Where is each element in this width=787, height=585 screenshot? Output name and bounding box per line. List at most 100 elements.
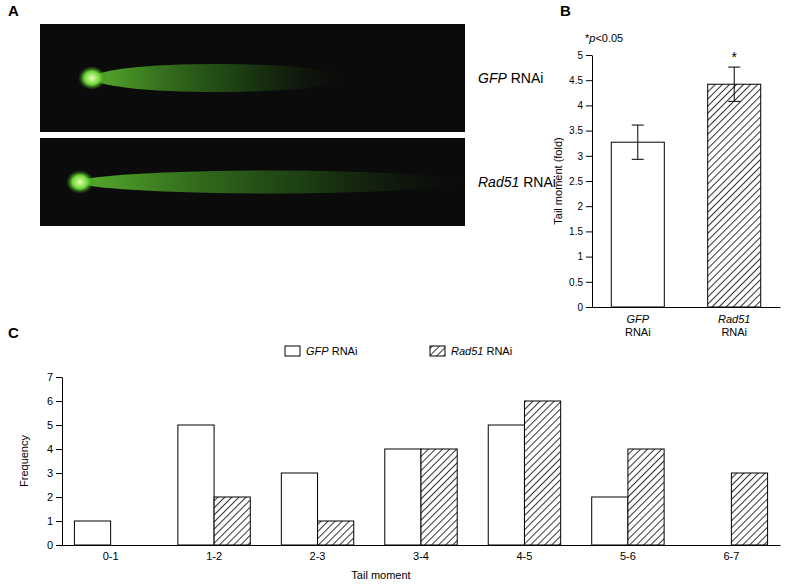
bar (628, 449, 664, 545)
tick: 4.5 (569, 75, 592, 86)
tick-mark (56, 425, 62, 426)
tick-mark (56, 521, 62, 522)
error-bar (632, 125, 644, 159)
tick-mark (586, 55, 592, 56)
tick-label: Rad51RNAi (718, 313, 750, 338)
legend-item: Rad51 RNAi (430, 345, 512, 357)
tick: 2 (577, 201, 592, 212)
tick-label: 2-3 (310, 550, 326, 562)
panel-label: C (8, 324, 19, 341)
tick: 2 (47, 491, 62, 503)
tick-label: 0 (577, 302, 583, 313)
bar (111, 545, 147, 546)
tick-label: 3 (47, 467, 53, 479)
bar (385, 449, 421, 545)
tick-mark (586, 282, 592, 283)
legend-swatch (285, 346, 300, 356)
tick-label: 1 (577, 251, 583, 262)
bar (281, 473, 317, 545)
annotation: *p<0.05 (585, 32, 623, 44)
axis-line (63, 545, 781, 546)
tick-mark (586, 181, 592, 182)
image-caption: Rad51 RNAi (478, 174, 556, 190)
tick-label: 6 (47, 395, 53, 407)
comet-image: Rad51 RNAi (40, 138, 556, 226)
tick-label: 1 (47, 515, 53, 527)
x-axis: GFPRNAi Rad51RNAi (593, 307, 781, 338)
axis-title: Frequency (18, 435, 30, 487)
tick: 7 (47, 371, 62, 383)
tick-mark (56, 497, 62, 498)
tick: 4-5 (517, 545, 533, 562)
tick-label: 4 (577, 100, 583, 111)
tick: 5-6 (620, 545, 636, 562)
tick: 0 (47, 539, 62, 551)
tick-mark (56, 449, 62, 450)
bar (611, 142, 664, 307)
tick-mark (586, 307, 592, 308)
comet-image: GFP RNAi (40, 24, 543, 132)
tick-label: 5 (47, 419, 53, 431)
axis-line (592, 56, 593, 308)
plot-area (74, 401, 767, 545)
tick-label: 0-1 (103, 550, 119, 562)
legend-label: GFP RNAi (306, 345, 357, 357)
tick: 3 (577, 151, 592, 162)
tick: 0-1 (103, 545, 119, 562)
legend: GFP RNAi Rad51 RNAi (285, 345, 512, 357)
panel-label: A (8, 2, 19, 19)
tick: GFPRNAi (625, 307, 651, 338)
bar (318, 521, 354, 545)
bar (731, 473, 767, 545)
tick-mark (56, 473, 62, 474)
tick-mark (56, 377, 62, 378)
bar (708, 84, 761, 307)
tick: 3 (47, 467, 62, 479)
image-caption: GFP RNAi (478, 70, 543, 86)
tick-label: 2.5 (569, 176, 583, 187)
tick-label: 0.5 (569, 277, 583, 288)
tick-label: 7 (47, 371, 53, 383)
tick-label: 3 (577, 151, 583, 162)
bar (214, 497, 250, 545)
tick-mark (56, 545, 62, 546)
tick-label: 4.5 (569, 75, 583, 86)
tick-label: 0 (47, 539, 53, 551)
tick-label: 4-5 (517, 550, 533, 562)
axis-line (593, 307, 781, 308)
tick-label: 4 (47, 443, 53, 455)
x-axis: 0-1 1-2 2-3 3-4 4-5 5-6 6-7 (63, 545, 781, 562)
axis-line (62, 378, 63, 546)
error-bar (728, 67, 740, 101)
legend-label: Rad51 RNAi (451, 345, 512, 357)
tick-label: 5-6 (620, 550, 636, 562)
tick-mark (586, 156, 592, 157)
tick-mark (586, 80, 592, 81)
tick-label: 2 (47, 491, 53, 503)
bar (524, 401, 560, 545)
tick-label: 1-2 (206, 550, 222, 562)
tick: 3-4 (413, 545, 429, 562)
tick: 2-3 (310, 545, 326, 562)
y-axis: 0 1 2 3 4 5 6 7 (47, 371, 63, 551)
bar (178, 425, 214, 545)
tick-label: GFPRNAi (625, 313, 651, 338)
tick: 4 (47, 443, 62, 455)
tick: 1 (577, 251, 592, 262)
tick: 4 (577, 100, 592, 111)
tick: 5 (577, 50, 592, 61)
tick: 3.5 (569, 125, 592, 136)
tick-label: 5 (577, 50, 583, 61)
bar (488, 425, 524, 545)
tick: 6-7 (723, 545, 739, 562)
legend-item: GFP RNAi (285, 345, 357, 357)
tick: Rad51RNAi (718, 307, 750, 338)
tick-mark (586, 206, 592, 207)
tick-label: 6-7 (723, 550, 739, 562)
axis-title: Tail moment (fold) (552, 137, 564, 224)
y-axis: 00.511.522.533.544.55 (569, 50, 592, 313)
tick-label: 3.5 (569, 125, 583, 136)
tick: 0 (577, 302, 592, 313)
figure: AGFP RNAiRad51 RNAiB*p<0.05*00.511.522.5… (0, 0, 787, 585)
bar (421, 449, 457, 545)
